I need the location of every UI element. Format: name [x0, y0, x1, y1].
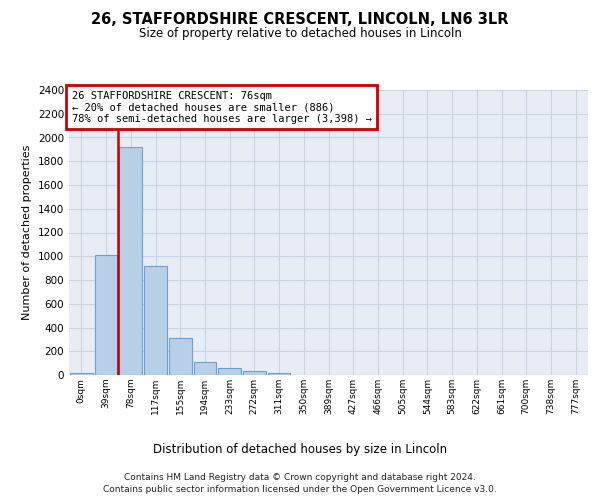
Bar: [169, 338, 191, 375]
Y-axis label: Number of detached properties: Number of detached properties: [22, 145, 32, 320]
Text: 26, STAFFORDSHIRE CRESCENT, LINCOLN, LN6 3LR: 26, STAFFORDSHIRE CRESCENT, LINCOLN, LN6…: [91, 12, 509, 28]
Text: 26 STAFFORDSHIRE CRESCENT: 76sqm
← 20% of detached houses are smaller (886)
78% : 26 STAFFORDSHIRE CRESCENT: 76sqm ← 20% o…: [71, 90, 371, 124]
Text: Contains public sector information licensed under the Open Government Licence v3: Contains public sector information licen…: [103, 485, 497, 494]
Bar: [95, 255, 118, 375]
Text: Size of property relative to detached houses in Lincoln: Size of property relative to detached ho…: [139, 28, 461, 40]
Bar: [268, 372, 290, 375]
Bar: [119, 147, 142, 375]
Bar: [218, 368, 241, 375]
Text: Contains HM Land Registry data © Crown copyright and database right 2024.: Contains HM Land Registry data © Crown c…: [124, 472, 476, 482]
Bar: [194, 362, 216, 375]
Bar: [70, 372, 93, 375]
Text: Distribution of detached houses by size in Lincoln: Distribution of detached houses by size …: [153, 442, 447, 456]
Bar: [144, 266, 167, 375]
Bar: [243, 371, 266, 375]
